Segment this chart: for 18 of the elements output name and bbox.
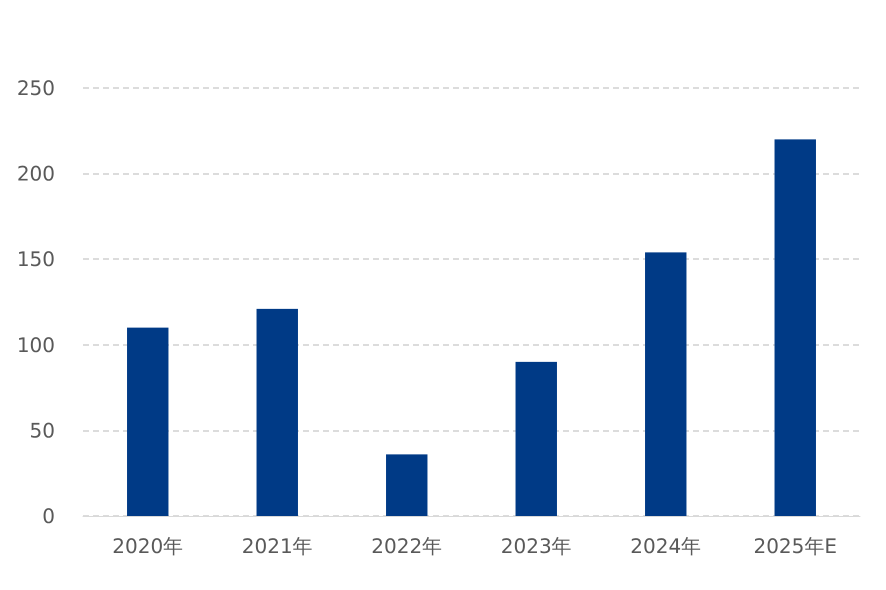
- bar: [516, 362, 557, 516]
- bar: [774, 139, 816, 516]
- x-tick-label: 2021年: [242, 534, 313, 558]
- y-tick-label: 50: [30, 418, 55, 442]
- x-tick-label: 2024年: [630, 534, 702, 558]
- x-tick-label: 2022年: [371, 534, 442, 558]
- x-tick-label: 2023年: [500, 534, 572, 558]
- x-tick-label: 2020年: [112, 534, 184, 558]
- y-tick-label: 0: [42, 504, 55, 528]
- bar: [645, 252, 686, 516]
- bar: [127, 328, 168, 516]
- y-tick-label: 200: [16, 162, 55, 186]
- bar: [256, 308, 298, 516]
- x-tick-label: 2025年E: [753, 534, 838, 558]
- y-tick-label: 150: [16, 247, 55, 272]
- y-tick-label: 250: [16, 76, 55, 100]
- y-tick-label: 100: [16, 332, 55, 357]
- bar: [386, 454, 428, 516]
